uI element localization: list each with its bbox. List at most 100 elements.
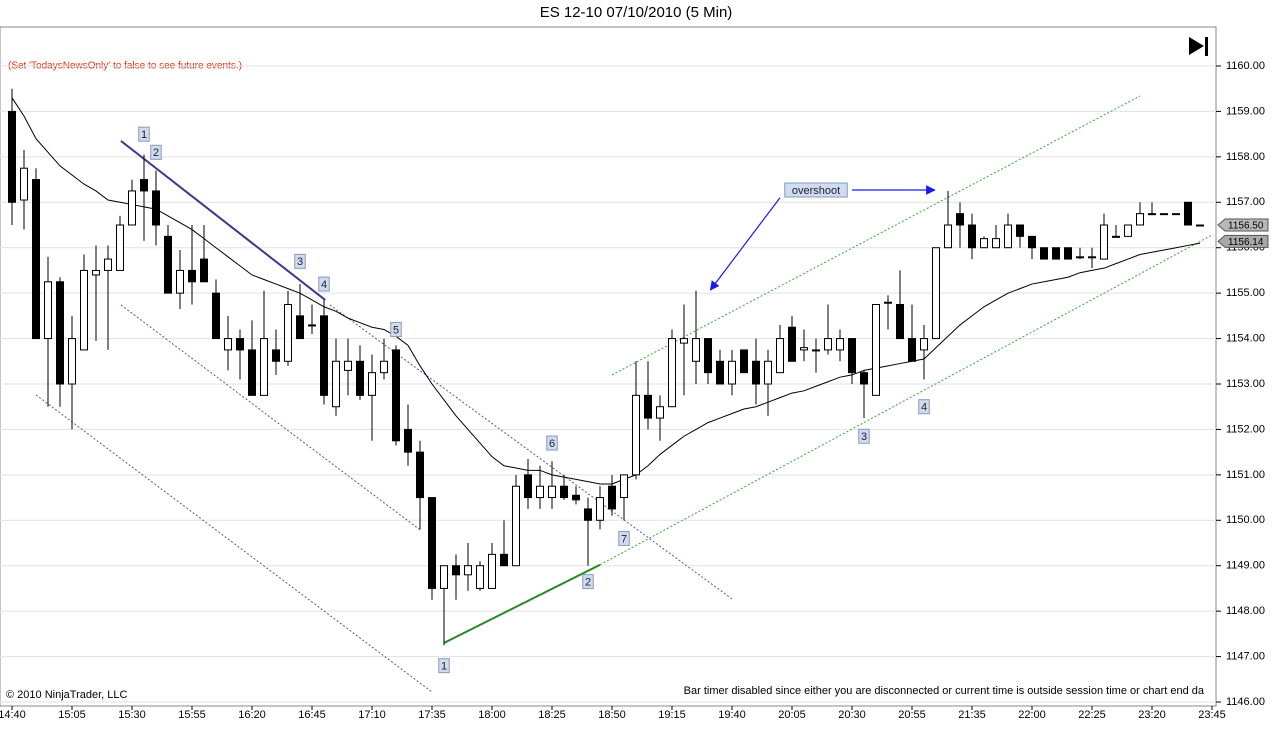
annotation-box bbox=[438, 658, 450, 674]
candle-body bbox=[1184, 201, 1192, 226]
candle-body bbox=[488, 553, 496, 589]
candle-body bbox=[164, 235, 172, 294]
y-tick-label: 1157.00 bbox=[1226, 196, 1265, 208]
candle-body bbox=[1172, 213, 1180, 216]
candle-body bbox=[320, 315, 328, 396]
candle-body bbox=[32, 179, 40, 340]
candle-body bbox=[1016, 224, 1024, 237]
candle-body bbox=[908, 338, 916, 362]
trendline bbox=[329, 304, 734, 601]
candle-body bbox=[920, 338, 928, 351]
candle-body bbox=[896, 304, 904, 340]
candle-body bbox=[236, 338, 244, 351]
candle-body bbox=[548, 485, 556, 499]
x-tick-label: 15:05 bbox=[58, 709, 86, 721]
annotation-label: 4 bbox=[921, 402, 927, 414]
candle-body bbox=[968, 224, 976, 249]
x-tick-label: 15:55 bbox=[178, 709, 206, 721]
candle-body bbox=[80, 269, 88, 351]
candle-body bbox=[1124, 224, 1132, 237]
candle-body bbox=[392, 349, 400, 442]
candle-body bbox=[656, 406, 664, 419]
candle-body bbox=[428, 497, 436, 589]
annotation-box bbox=[294, 253, 306, 269]
candle-body bbox=[740, 349, 748, 374]
candle-body bbox=[572, 494, 580, 501]
candle-body bbox=[512, 485, 520, 567]
candle-body bbox=[860, 372, 868, 385]
chart-title: ES 12-10 07/10/2010 (5 Min) bbox=[540, 4, 733, 21]
y-tick-label: 1158.00 bbox=[1226, 151, 1265, 163]
candle-body bbox=[944, 224, 952, 249]
x-tick-label: 23:20 bbox=[1138, 709, 1166, 721]
candle-body bbox=[1064, 247, 1072, 260]
annotation-label: overshoot bbox=[792, 185, 840, 197]
x-tick-label: 18:25 bbox=[538, 709, 566, 721]
candle-body bbox=[668, 338, 676, 408]
candle-body bbox=[440, 565, 448, 589]
plot-frame bbox=[0, 26, 1217, 707]
candle-body bbox=[140, 179, 148, 192]
candle-body bbox=[308, 324, 316, 327]
candle-body bbox=[284, 304, 292, 362]
candle-body bbox=[1076, 256, 1084, 259]
candle-body bbox=[152, 190, 160, 226]
candle-body bbox=[332, 360, 340, 408]
candle-body bbox=[56, 281, 64, 385]
play-icon[interactable] bbox=[1189, 37, 1208, 56]
x-tick-label: 22:25 bbox=[1078, 709, 1106, 721]
annotation-box bbox=[618, 530, 630, 546]
annotation-box bbox=[546, 435, 558, 451]
y-tick-label: 1154.00 bbox=[1226, 332, 1265, 344]
x-tick-label: 19:40 bbox=[718, 709, 746, 721]
candle-body bbox=[848, 338, 856, 374]
candle-body bbox=[68, 338, 76, 385]
candle-body bbox=[452, 565, 460, 576]
annotation-box bbox=[318, 276, 330, 292]
x-tick-label: 20:30 bbox=[838, 709, 866, 721]
candle-body bbox=[644, 394, 652, 419]
candle-body bbox=[1052, 247, 1060, 260]
candle-body bbox=[1100, 224, 1108, 260]
annotation-label: 2 bbox=[585, 577, 591, 589]
candle-body bbox=[1004, 224, 1012, 249]
candle-body bbox=[344, 360, 352, 371]
candle-body bbox=[380, 360, 388, 374]
moving-average bbox=[11, 97, 1201, 485]
annotation-box bbox=[138, 126, 150, 142]
candle-body bbox=[752, 360, 760, 385]
price-marker bbox=[1217, 218, 1269, 232]
x-tick-label: 18:50 bbox=[598, 709, 626, 721]
candle-body bbox=[992, 238, 1000, 249]
candle-body bbox=[596, 497, 604, 521]
candle-body bbox=[296, 315, 304, 340]
trendline bbox=[611, 95, 1141, 376]
annotation-label: 3 bbox=[861, 431, 867, 443]
x-tick-label: 17:10 bbox=[358, 709, 386, 721]
annotation-label: 7 bbox=[621, 533, 627, 545]
x-tick-label: 20:05 bbox=[778, 709, 806, 721]
price-marker-label: 1156.50 bbox=[1228, 221, 1264, 232]
candle-body bbox=[812, 349, 820, 352]
candle-body bbox=[272, 349, 280, 362]
candle-body bbox=[632, 394, 640, 476]
copyright: © 2010 NinjaTrader, LLC bbox=[6, 689, 127, 701]
y-tick-label: 1155.00 bbox=[1226, 287, 1265, 299]
trendline bbox=[35, 394, 433, 693]
y-tick-label: 1153.00 bbox=[1226, 378, 1265, 390]
annotation-label: 6 bbox=[549, 438, 555, 450]
x-tick-label: 20:55 bbox=[898, 709, 926, 721]
candle-body bbox=[248, 349, 256, 396]
candle-body bbox=[500, 553, 508, 567]
price-marker bbox=[1217, 234, 1269, 248]
candle-body bbox=[224, 338, 232, 351]
candle-body bbox=[524, 474, 532, 499]
candle-body bbox=[464, 565, 472, 576]
y-tick-label: 1152.00 bbox=[1226, 423, 1265, 435]
annotation-box bbox=[918, 399, 930, 415]
candle-body bbox=[404, 428, 412, 453]
annotation-label: 1 bbox=[141, 129, 147, 141]
trendline bbox=[443, 563, 601, 644]
candle-body bbox=[416, 451, 424, 499]
